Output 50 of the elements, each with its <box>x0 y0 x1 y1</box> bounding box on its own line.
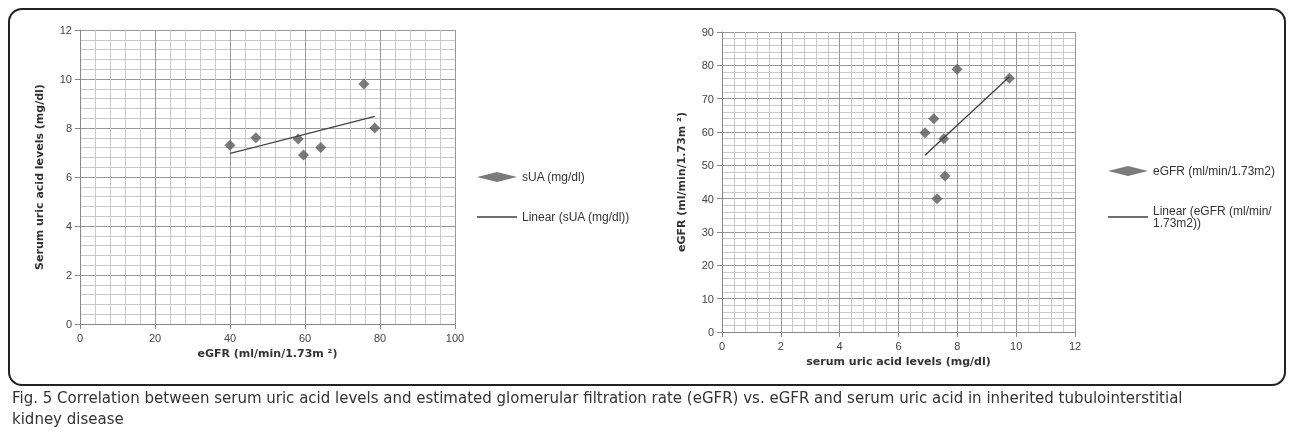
point <box>951 63 963 75</box>
y-tick-label: 2 <box>65 269 72 281</box>
y-tick-label: 80 <box>701 59 714 72</box>
x-tick-label: 10 <box>1010 339 1023 352</box>
legend-label: Linear (sUA (mg/dl)) <box>521 210 630 224</box>
point <box>224 139 236 151</box>
y-tick-label: 8 <box>65 122 72 134</box>
x-tick-label: 4 <box>836 339 843 352</box>
y-tick-label: 90 <box>701 26 714 38</box>
y-tick-label: 10 <box>701 292 714 305</box>
y-tick-label: 50 <box>701 159 714 172</box>
x-tick-label: 0 <box>76 331 84 344</box>
point <box>939 170 951 182</box>
y-tick-label: 12 <box>59 24 72 36</box>
y-tick-label: 20 <box>701 259 714 272</box>
x-tick-label: 6 <box>895 339 902 352</box>
legend-label: sUA (mg/dl) <box>521 170 585 184</box>
point <box>1003 72 1015 84</box>
y-tick-label: 30 <box>701 226 714 238</box>
y-tick-label: 4 <box>65 220 72 232</box>
caption: Fig. 5 Correlation between serum uric acid levels and estimated glomerular filtration rate (eGFR) vs. eGFR and serum uric acid in inherited tubulointerstitial kidney disease <box>12 388 1184 430</box>
x-tick-label: 80 <box>373 331 387 344</box>
x-tick-label: 12 <box>1068 339 1082 352</box>
x-tick-label: 2 <box>777 339 784 352</box>
point <box>369 122 381 134</box>
x-tick-label: 100 <box>445 331 465 344</box>
legend-label: Linear (eGFR (ml/min/1.73m2)) <box>1152 204 1273 230</box>
y-tick-label: 6 <box>65 171 72 183</box>
point <box>298 149 309 161</box>
point <box>250 132 262 144</box>
y-tick-label: 10 <box>59 73 72 85</box>
point <box>358 78 370 90</box>
y-tick-label: 60 <box>701 126 714 138</box>
point <box>919 127 931 139</box>
point <box>931 193 943 205</box>
point <box>928 113 940 125</box>
y-tick-label: 40 <box>701 192 714 205</box>
x-tick-label: 20 <box>148 331 162 344</box>
x-axis-title: serum uric acid levels (mg/dl) <box>806 354 991 368</box>
x-tick-label: 60 <box>298 331 312 344</box>
point <box>315 142 327 154</box>
legend-label: eGFR (ml/min/1.73m2) <box>1152 164 1276 178</box>
x-axis-title: eGFR (ml/min/1.73m ²) <box>197 346 338 360</box>
x-tick-label: 8 <box>954 339 961 352</box>
y-tick-label: 0 <box>65 318 72 330</box>
y-axis-title: eGFR (ml/min/1.73m ²) <box>675 112 688 252</box>
y-axis-title: Serum uric acid levels (mg/dl) <box>33 84 46 270</box>
x-tick-label: 0 <box>718 339 726 352</box>
y-tick-label: 70 <box>701 92 714 105</box>
x-tick-label: 40 <box>223 331 237 344</box>
